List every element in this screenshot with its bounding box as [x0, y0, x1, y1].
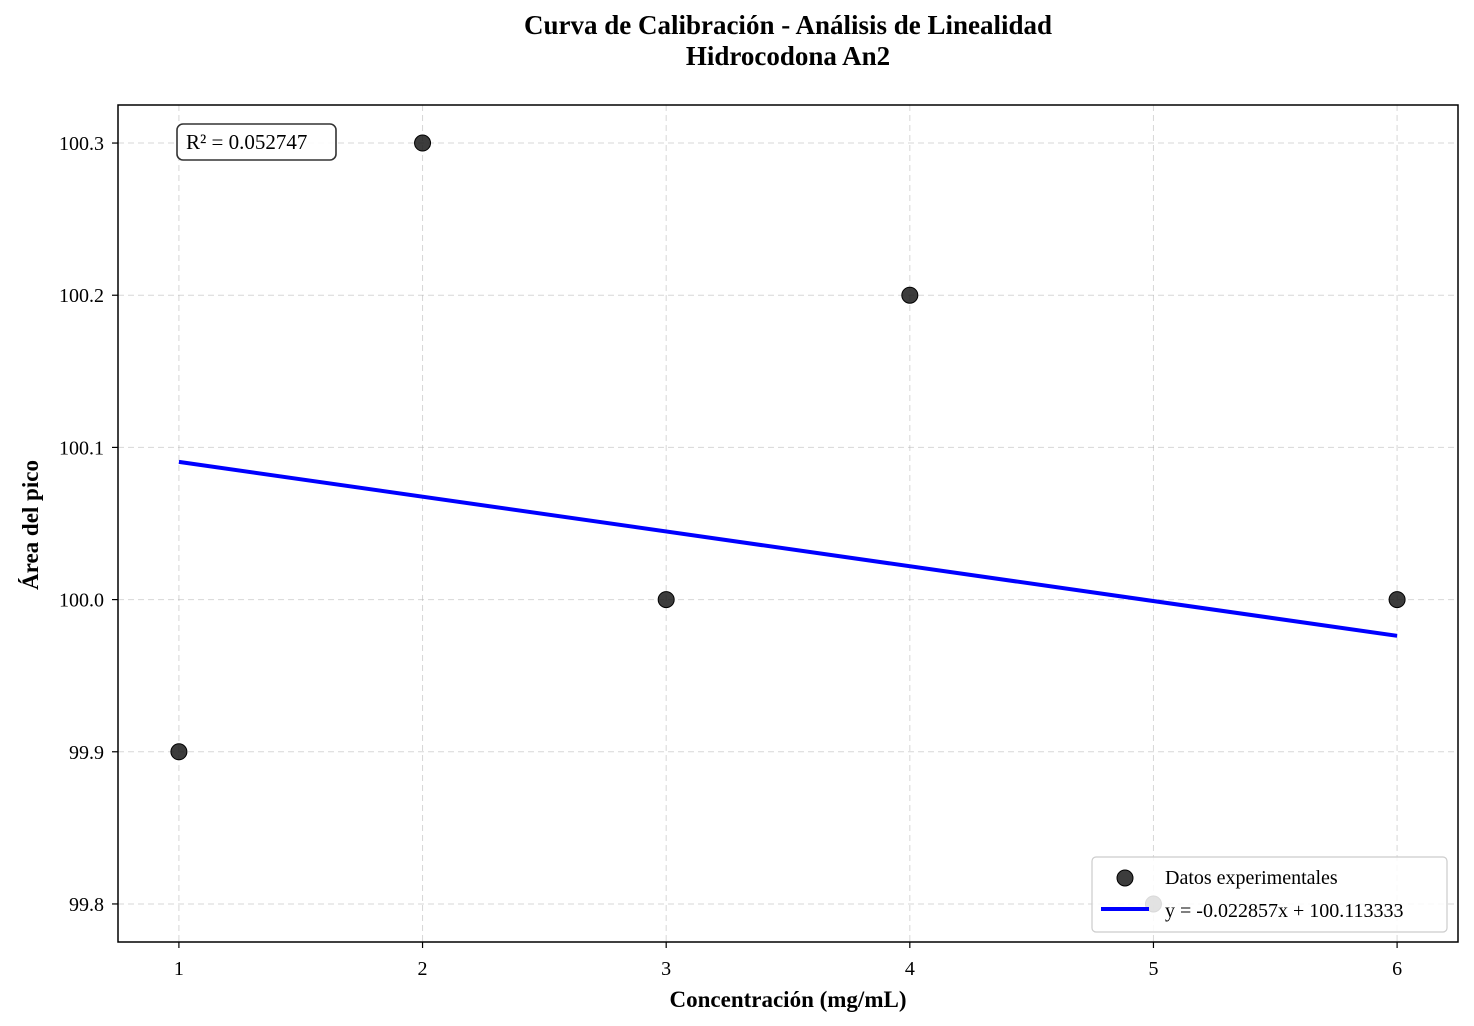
fit-line [178, 459, 1398, 638]
grid-lines [118, 105, 1458, 942]
chart-title-line2: Hidrocodona An2 [686, 41, 890, 71]
legend-label-fit: y = -0.022857x + 100.113333 [1165, 900, 1403, 922]
data-point [657, 591, 675, 609]
y-axis-label: Área del pico [18, 460, 43, 590]
x-tick-label: 6 [1392, 958, 1402, 980]
data-point [901, 286, 919, 304]
data-point [1388, 591, 1406, 609]
y-tick-label: 100.2 [59, 285, 104, 307]
x-tick-label: 2 [418, 958, 428, 980]
y-tick-label: 99.8 [69, 894, 104, 916]
data-point [170, 743, 188, 761]
r-squared-text: R² = 0.052747 [186, 130, 307, 154]
annotation-box [176, 123, 337, 161]
x-tick-label: 1 [174, 958, 184, 980]
y-tick-label: 100.1 [59, 437, 104, 459]
plot-series [170, 134, 1406, 913]
legend-marker-scatter [1116, 869, 1134, 887]
y-tick-label: 100.3 [59, 133, 104, 155]
plot-frame [117, 104, 1459, 943]
x-axis-label: Concentración (mg/mL) [670, 987, 907, 1012]
data-point [414, 134, 432, 152]
legend-label-data: Datos experimentales [1165, 867, 1338, 889]
x-tick-label: 4 [905, 958, 915, 980]
y-tick-label: 99.9 [69, 742, 104, 764]
x-tick-label: 5 [1148, 958, 1158, 980]
legend: Datos experimentales y = -0.022857x + 10… [1091, 856, 1448, 933]
axis-ticks: 1 2 3 4 5 6 99.8 99.9 100.0 100.1 100.2 100.3 [59, 133, 1402, 980]
chart-title-line1: Curva de Calibración - Análisis de Linea… [524, 10, 1052, 40]
r-squared-annotation: R² = 0.052747 [176, 123, 337, 161]
x-tick-label: 3 [661, 958, 671, 980]
y-tick-label: 100.0 [59, 590, 104, 612]
legend-box [1091, 856, 1448, 933]
